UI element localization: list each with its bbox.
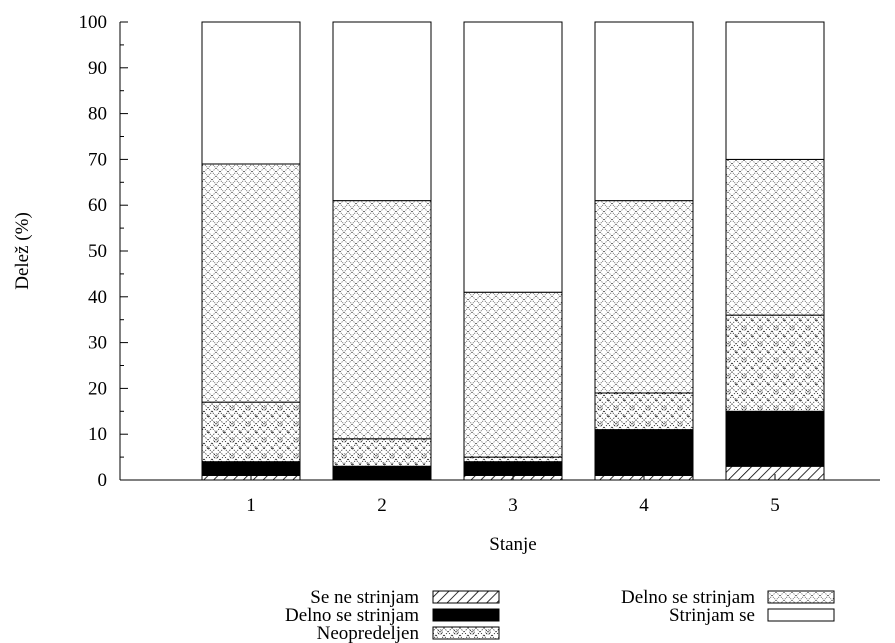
y-tick-label: 0 <box>98 470 108 491</box>
y-tick-label: 30 <box>88 333 107 354</box>
bar-segment-2-s4 <box>332 21 432 202</box>
bar-segment-5-s4 <box>725 21 825 160</box>
legend-label: Se ne strinjam <box>310 587 419 608</box>
bar-segment-5-s3 <box>725 158 825 316</box>
x-tick-label: 1 <box>246 495 256 516</box>
x-tick-label: 2 <box>377 495 387 516</box>
bar-segment-3-s1 <box>463 461 563 476</box>
y-tick-label: 90 <box>88 58 107 79</box>
bar-segment-1-s2 <box>201 401 301 463</box>
legend-swatch <box>767 590 835 604</box>
bar-segment-1-s3 <box>201 163 301 403</box>
legend-label: Strinjam se <box>669 605 755 626</box>
bar-segment-3-s4 <box>463 21 563 293</box>
x-tick-label: 5 <box>770 495 780 516</box>
legend-swatch <box>432 590 500 604</box>
x-axis-label: Stanje <box>489 534 537 555</box>
bar-segment-2-s2 <box>332 438 432 467</box>
legend-label: Delno se strinjam <box>285 605 419 626</box>
bar-segment-4-s4 <box>594 21 694 202</box>
legend-label: Neopredeljen <box>317 623 420 643</box>
y-tick-label: 50 <box>88 241 107 262</box>
legend-label: Delno se strinjam <box>621 587 755 608</box>
legend-swatch <box>432 626 500 640</box>
y-tick-label: 80 <box>88 104 107 125</box>
bar-group <box>201 21 825 481</box>
bar-segment-4-s2 <box>594 392 694 431</box>
y-tick-label: 100 <box>79 12 108 33</box>
bar-segment-5-s2 <box>725 314 825 412</box>
bar-segment-2-s3 <box>332 200 432 440</box>
x-tick-label: 3 <box>508 495 518 516</box>
y-axis-label: Delež (%) <box>12 212 33 290</box>
bar-segment-3-s3 <box>463 291 563 458</box>
bar-segment-4-s3 <box>594 200 694 394</box>
axes: 0 10 20 30 40 50 60 70 80 90 100 1 2 3 4 5 Stanje Delež (… <box>12 12 880 555</box>
bar-segment-4-s1 <box>594 429 694 476</box>
y-tick-label: 40 <box>88 287 107 308</box>
bar-segment-1-s4 <box>201 21 301 165</box>
legend-swatch <box>767 608 835 622</box>
legend-swatch <box>432 608 500 622</box>
y-tick-label: 10 <box>88 424 107 445</box>
y-tick-label: 70 <box>88 149 107 170</box>
bar-segment-5-s1 <box>725 410 825 467</box>
x-tick-label: 4 <box>639 495 649 516</box>
bar-segment-3-s2 <box>463 456 563 463</box>
y-tick-label: 60 <box>88 195 107 216</box>
y-tick-label: 20 <box>88 378 107 399</box>
bar-segment-1-s1 <box>201 461 301 476</box>
